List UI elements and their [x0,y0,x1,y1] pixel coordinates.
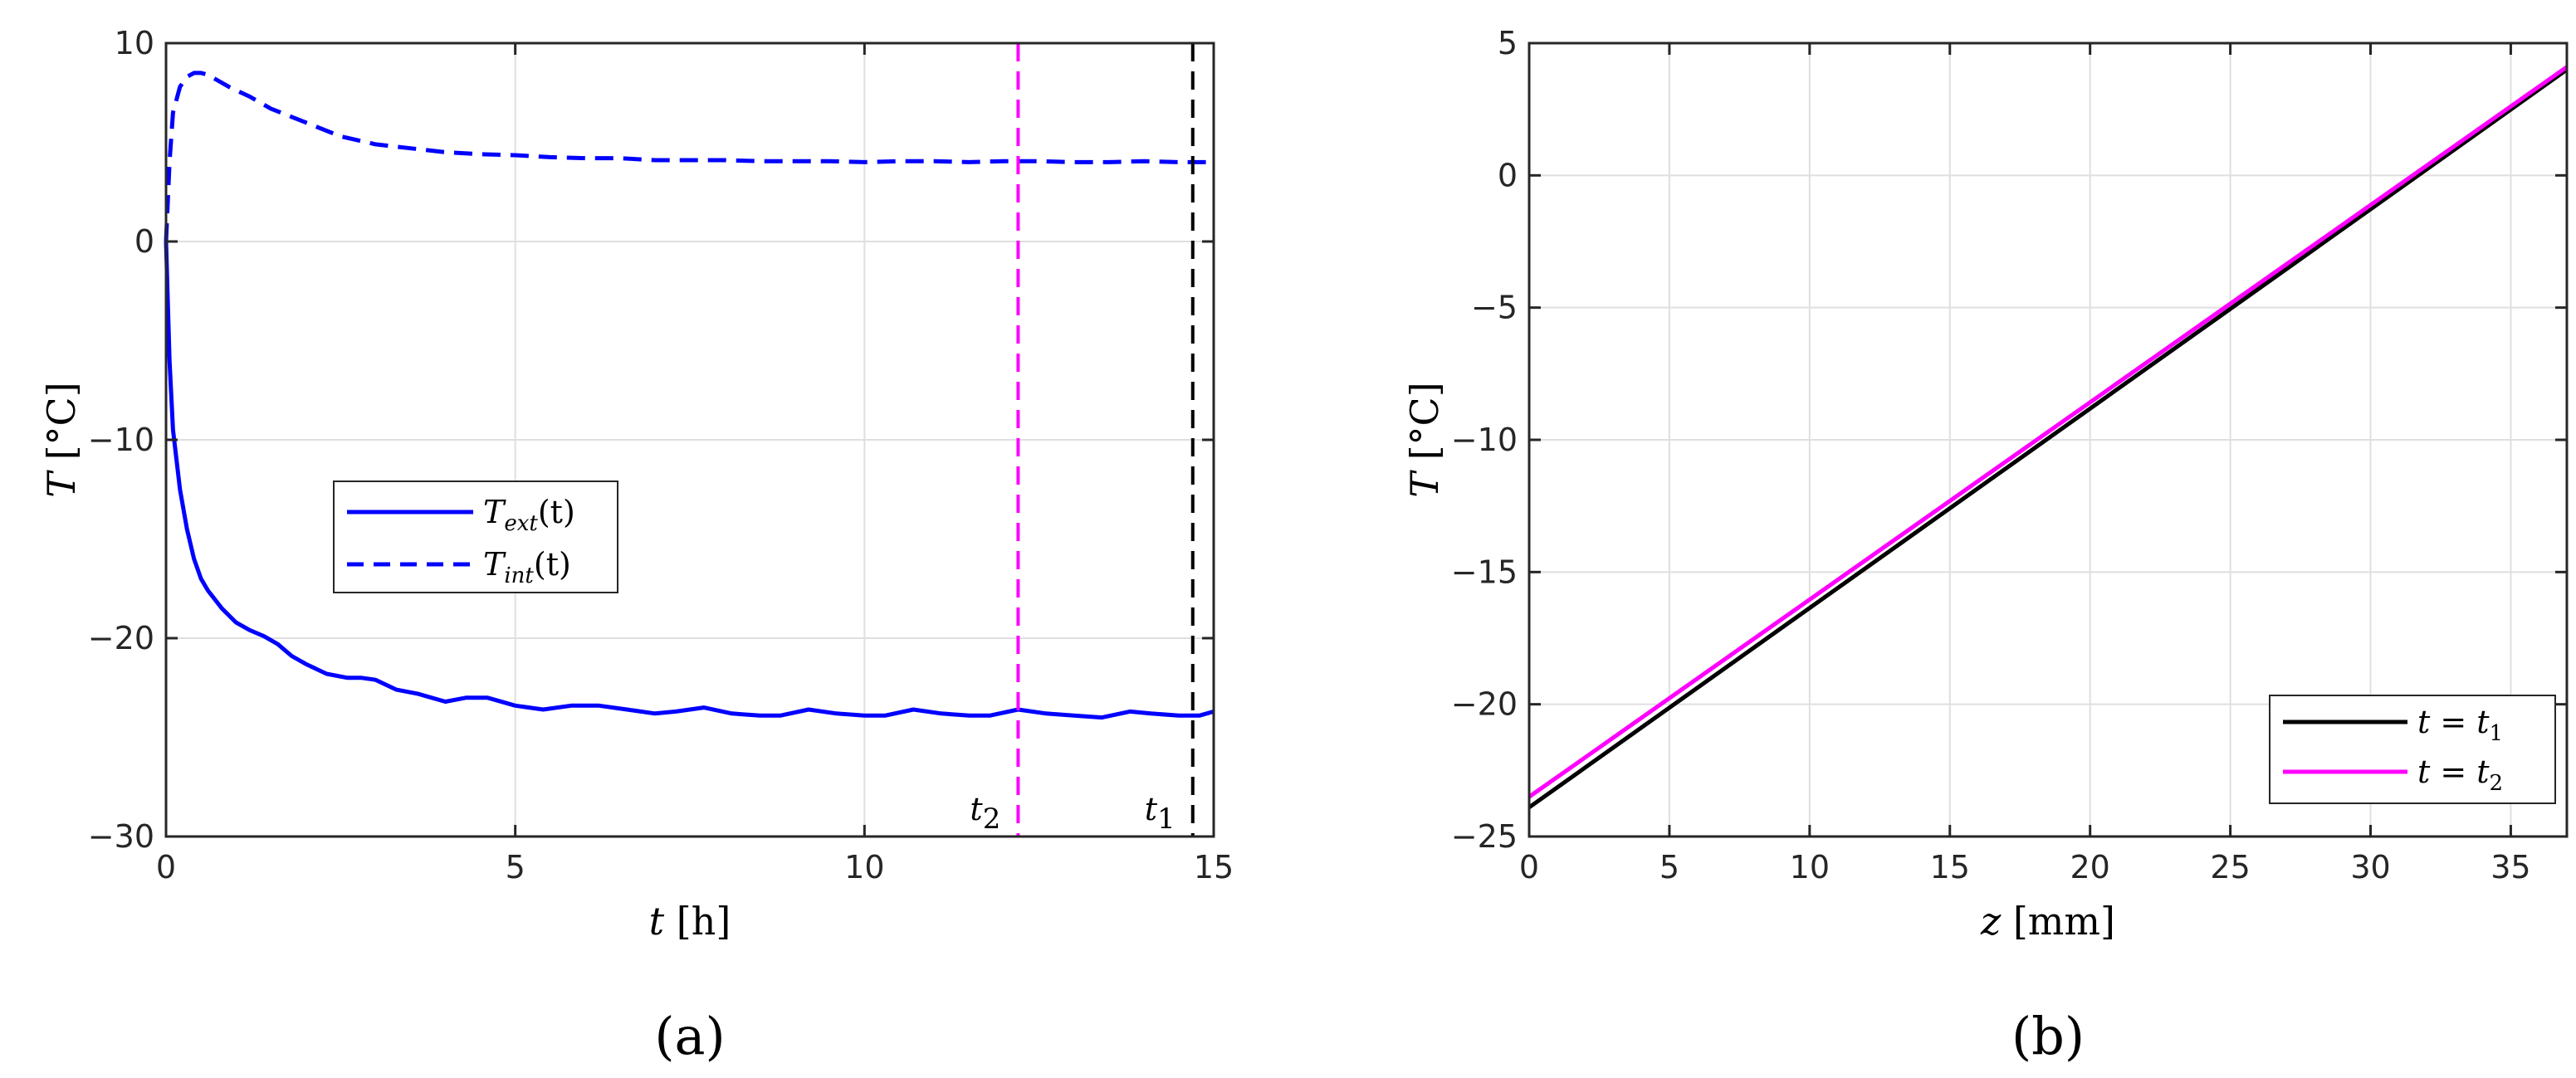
series-line-2 [164,71,1214,242]
x-tick-label: 10 [1790,849,1830,885]
tick-labels: 0 5 10 15 −30 −20 −10 0 10 [88,25,1234,885]
series-line-2 [1528,65,2569,799]
y-tick-label: −10 [88,422,154,458]
x-axis-label: z [mm] [1980,899,2115,944]
x-tick-label: 25 [2210,849,2250,885]
panel-label-b: (b) [2011,1006,2085,1066]
marker-label-t1: t1 [1145,791,1176,836]
series-line-1 [1528,67,2569,809]
x-tick-label: 5 [1659,849,1679,885]
legend: t = t1 t = t2 [2269,695,2556,804]
tick-labels: 0 5 10 15 20 25 30 35 −25 −20 −15 −10 −5 0 5 [1451,25,2567,885]
x-tick-label: 35 [2490,849,2530,885]
chart-panel-a: 0 5 10 15 −30 −20 −10 0 10 t [h] T [°C] Text(t) … [39,25,1234,1066]
x-tick-label: 15 [1930,849,1970,885]
x-tick-label: 0 [1519,849,1539,885]
x-tick-label: 15 [1194,849,1234,885]
y-tick-label: −20 [88,620,154,656]
y-axis-label: T [°C] [39,382,84,497]
series-line-1 [164,241,1215,720]
marker-label-t2: t2 [970,791,1000,836]
y-tick-label: −10 [1451,422,1518,458]
x-tick-label: 20 [2070,849,2109,885]
y-tick-label: 5 [1498,25,1518,61]
x-axis-label: t [h] [649,899,731,944]
panel-label-a: (a) [654,1006,725,1066]
legend-label-t1: t = t1 [2417,704,2503,746]
y-tick-label: −30 [88,818,154,855]
y-tick-label: −5 [1471,290,1518,326]
y-tick-label: −25 [1451,818,1518,855]
chart-panel-b: 0 5 10 15 20 25 30 35 −25 −20 −15 −10 −5 0 5 z [mm] T … [1402,25,2569,1066]
legend-box [333,480,618,593]
y-tick-label: 0 [134,223,154,260]
legend-box [2269,695,2556,804]
vertical-markers [1016,43,1195,837]
legend: Text(t) Tint(t) [333,480,618,593]
y-axis-label: T [°C] [1402,382,1447,497]
legend-label-t2: t = t2 [2417,754,2503,796]
y-tick-label: −20 [1451,686,1518,723]
y-tick-label: −15 [1451,554,1518,590]
x-tick-label: 10 [844,849,884,885]
x-tick-label: 30 [2350,849,2390,885]
legend-label-ext: Text(t) [483,494,575,536]
y-tick-label: 0 [1498,157,1518,193]
x-tick-label: 5 [506,849,525,885]
series-layer [164,71,1215,720]
x-tick-label: 0 [156,849,176,885]
series-layer [1528,65,2569,809]
grid [166,43,1214,837]
legend-label-int: Tint(t) [483,546,571,588]
y-tick-label: 10 [115,25,154,61]
